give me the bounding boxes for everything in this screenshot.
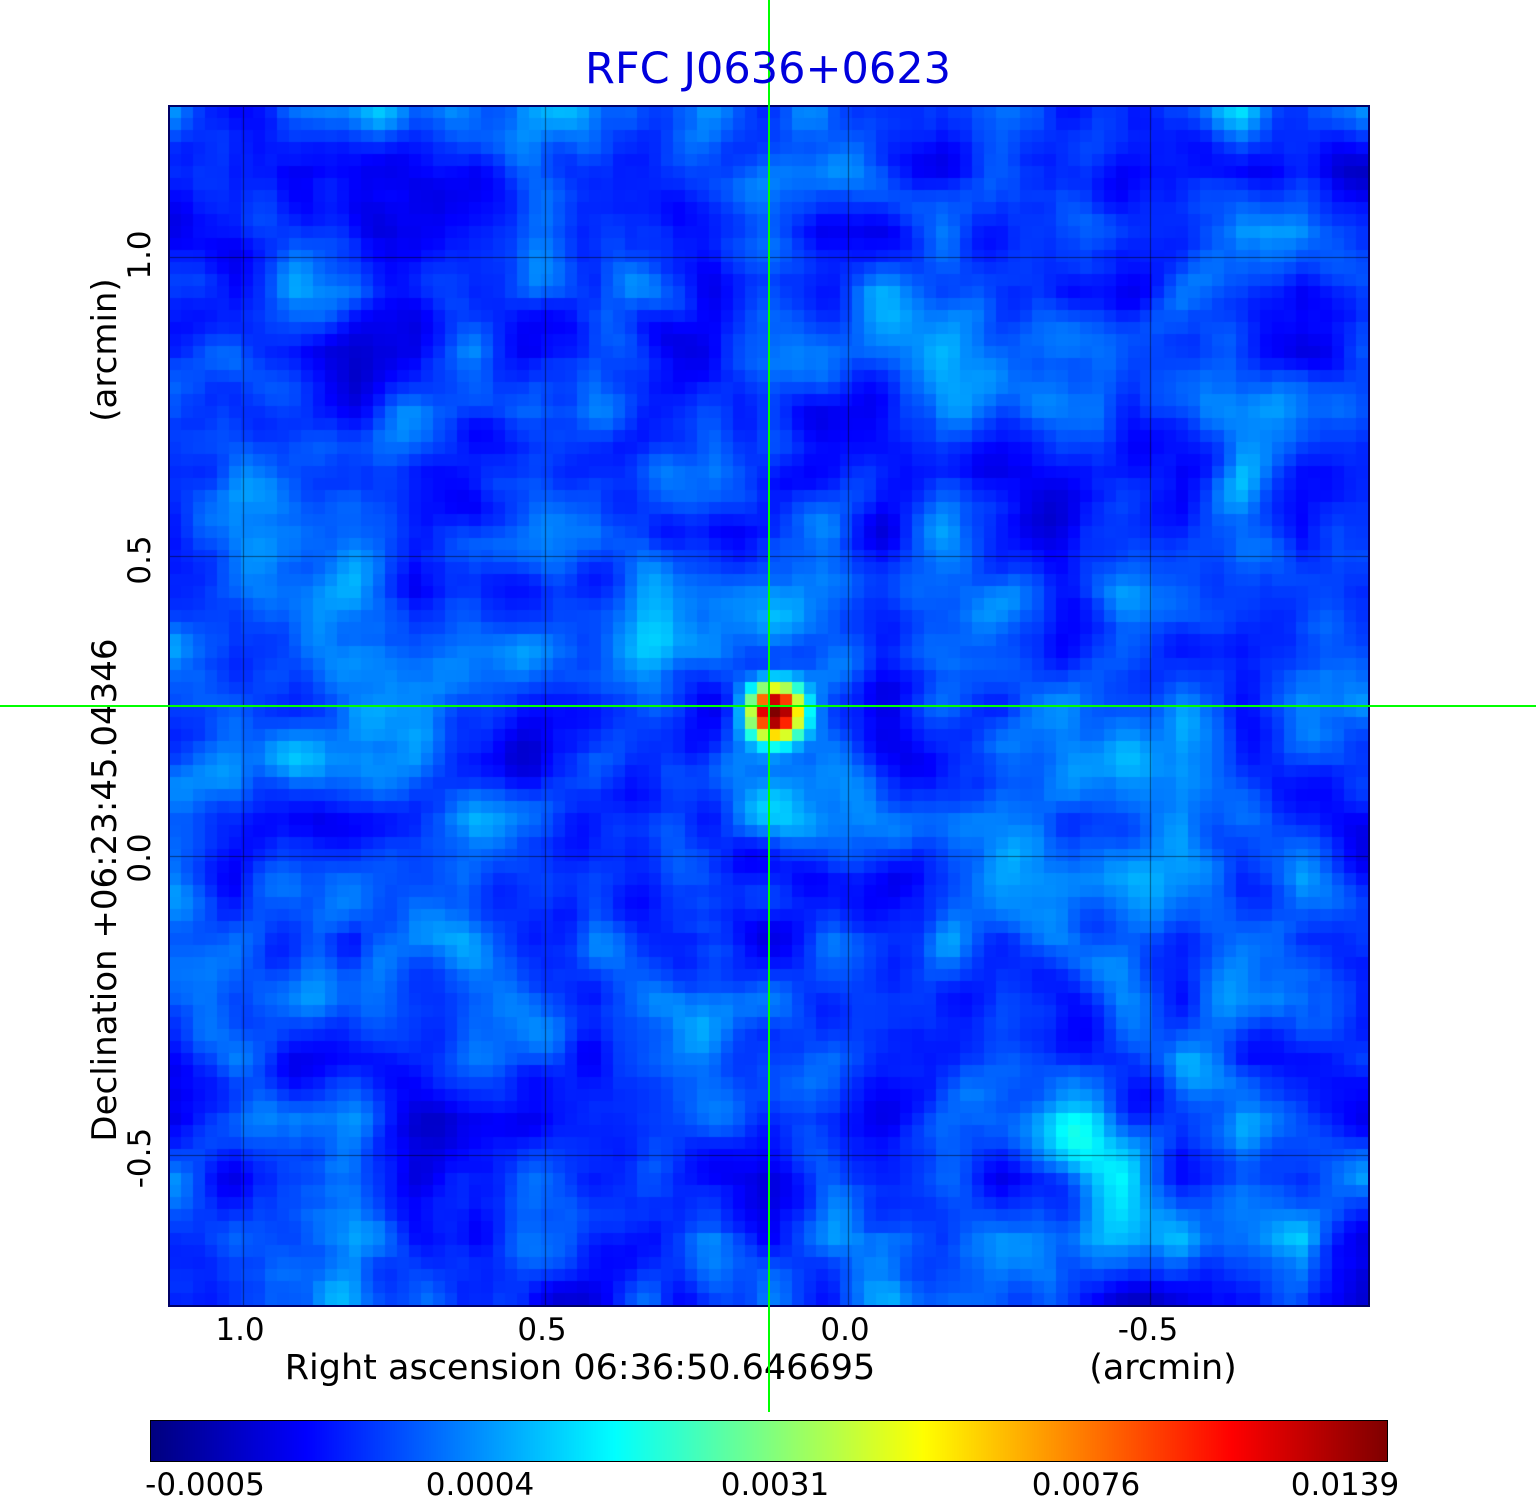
y-tick-label: 0.5 bbox=[122, 535, 158, 585]
colorbar-tick-label: -0.0005 bbox=[145, 1467, 265, 1503]
x-tick-label: 0.0 bbox=[820, 1312, 870, 1348]
y-tick-label: 1.0 bbox=[122, 230, 158, 280]
plot-title: RFC J0636+0623 bbox=[585, 44, 951, 94]
colorbar bbox=[150, 1420, 1388, 1462]
colorbar-tick-label: 0.0004 bbox=[425, 1467, 535, 1503]
y-tick-label: 0.0 bbox=[122, 833, 158, 883]
x-tick-label: -0.5 bbox=[1117, 1312, 1179, 1348]
colorbar-gradient-canvas bbox=[151, 1421, 1387, 1461]
colorbar-tick-label: 0.0076 bbox=[1031, 1467, 1141, 1503]
x-axis-unit-label: (arcmin) bbox=[1089, 1348, 1237, 1388]
crosshair-horizontal-line bbox=[0, 705, 1536, 707]
colorbar-tick-label: 0.0139 bbox=[1290, 1467, 1400, 1503]
y-axis-unit-label: (arcmin) bbox=[85, 278, 125, 422]
x-tick-label: 1.0 bbox=[215, 1312, 265, 1348]
y-axis-label: Declination +06:23:45.04346 bbox=[85, 638, 125, 1142]
y-tick-label: -0.5 bbox=[122, 1127, 158, 1189]
x-tick-label: 0.5 bbox=[517, 1312, 567, 1348]
colorbar-tick-label: 0.0031 bbox=[720, 1467, 830, 1503]
x-axis-label: Right ascension 06:36:50.646695 bbox=[284, 1348, 876, 1388]
